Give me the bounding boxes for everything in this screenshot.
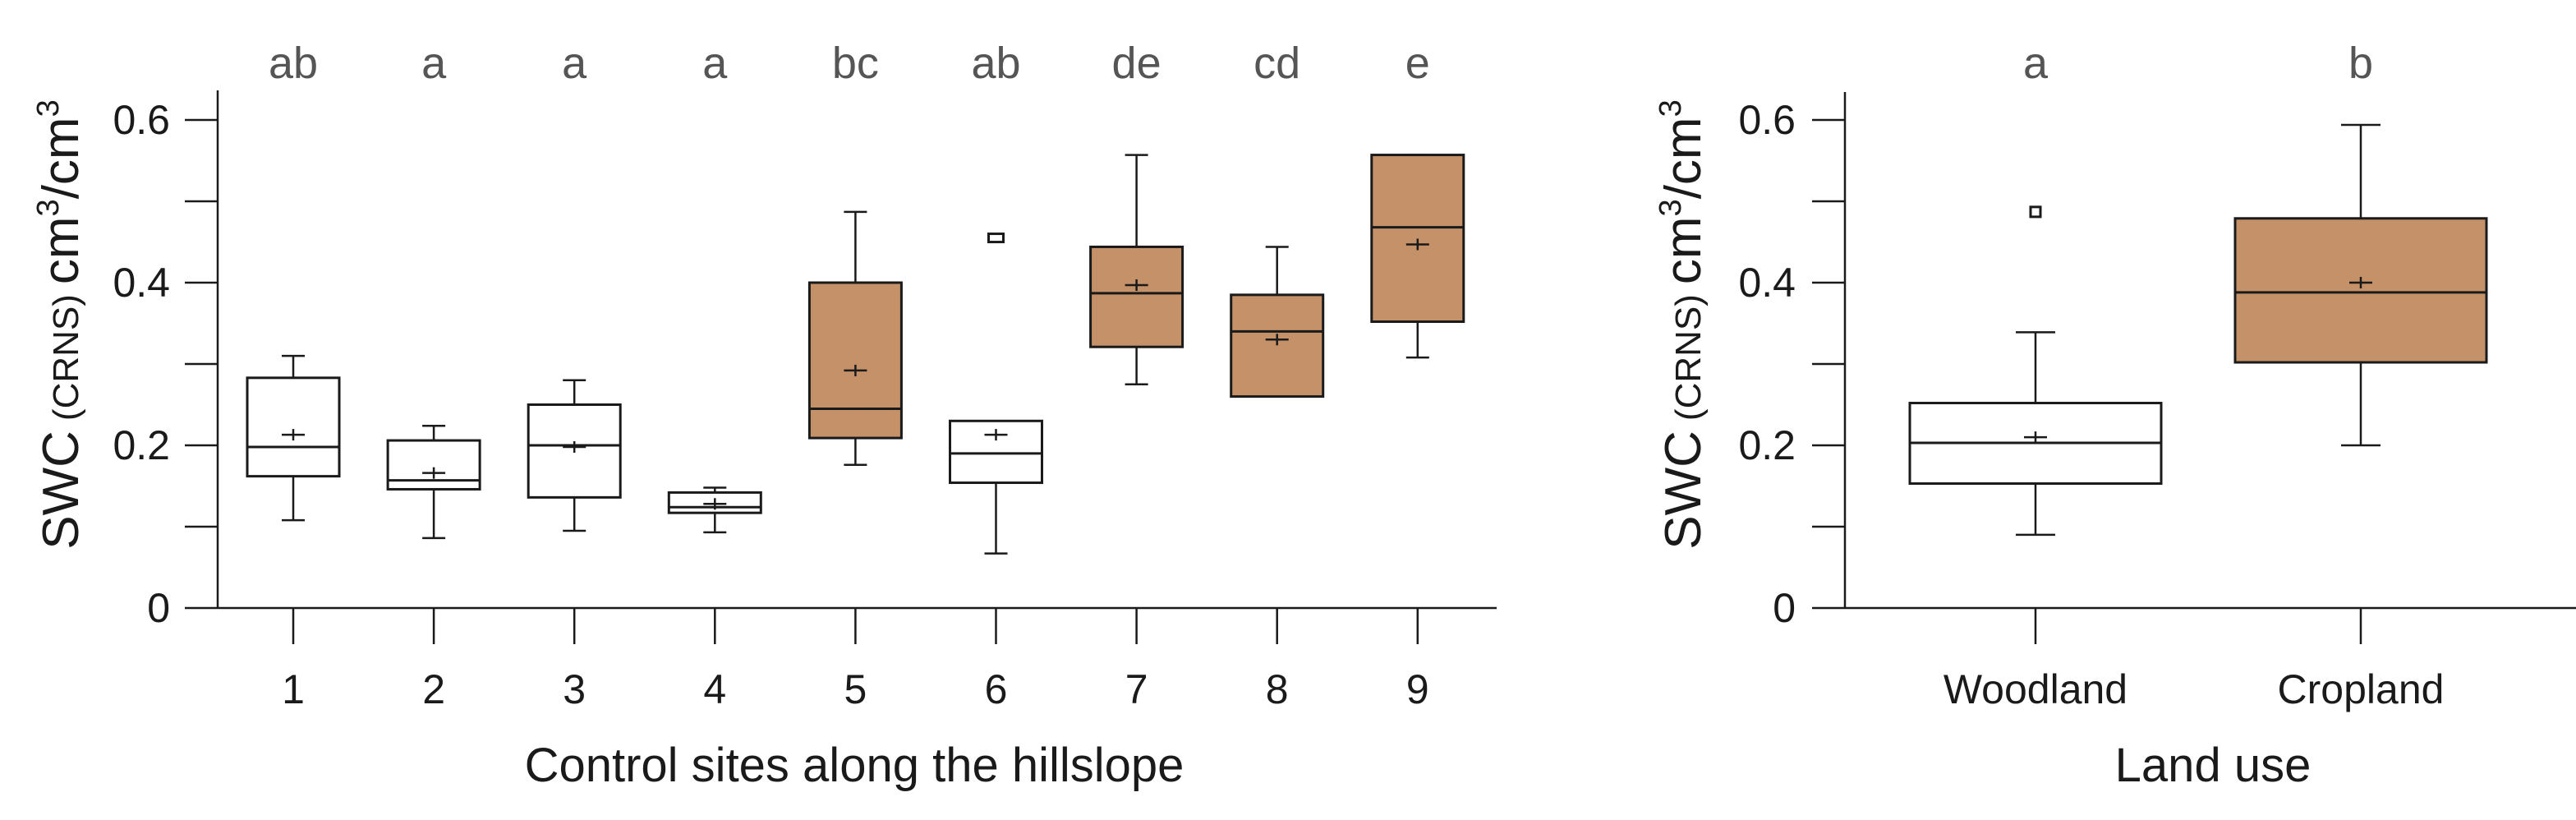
y-title-sup: 3 xyxy=(1654,199,1688,216)
y-tick-label: 0.4 xyxy=(113,260,170,306)
y-title-sup: 3 xyxy=(31,199,66,216)
outlier-point xyxy=(2029,205,2042,219)
x-tick-label: 6 xyxy=(985,666,1008,712)
y-title-main: SWC xyxy=(1655,431,1712,550)
significance-letter: ab xyxy=(269,39,318,88)
y-tick-label: 0.4 xyxy=(1738,260,1796,306)
x-tick-label: 5 xyxy=(844,666,867,712)
significance-letter: a xyxy=(2023,39,2049,88)
x-tick-label: 7 xyxy=(1125,666,1148,712)
box xyxy=(246,376,341,478)
x-axis-title: Land use xyxy=(2115,739,2312,792)
y-title-sup2: 3 xyxy=(1654,99,1688,117)
outlier-point xyxy=(987,233,1005,244)
x-axis-title: Control sites along the hillslope xyxy=(525,739,1184,792)
y-tick-label: 0.6 xyxy=(113,97,170,143)
x-tick-label: 2 xyxy=(422,666,445,712)
x-tick-label: 4 xyxy=(703,666,726,712)
y-title-unit: cm xyxy=(1655,216,1712,284)
y-title-sup2: 3 xyxy=(31,99,66,117)
significance-letter: cd xyxy=(1254,39,1300,88)
significance-letter: a xyxy=(421,39,447,88)
significance-letter: de xyxy=(1112,39,1162,88)
y-axis-title: SWC(CRNS)cm3/cm3 xyxy=(31,99,90,549)
x-tick-label: Woodland xyxy=(1944,666,2128,712)
box xyxy=(807,281,903,440)
x-tick-label: Cropland xyxy=(2278,666,2445,712)
box xyxy=(1370,154,1465,324)
x-tick-label: 8 xyxy=(1266,666,1289,712)
y-tick-label: 0 xyxy=(1773,585,1796,631)
y-axis-title: SWC(CRNS)cm3/cm3 xyxy=(1654,99,1712,549)
x-tick-label: 1 xyxy=(282,666,305,712)
y-tick-label: 0 xyxy=(147,585,170,631)
box xyxy=(2233,217,2488,364)
box xyxy=(1230,293,1325,398)
box xyxy=(386,439,481,491)
y-title-sub: (CRNS) xyxy=(1668,294,1709,421)
y-tick-label: 0.2 xyxy=(1738,422,1796,468)
box xyxy=(1089,245,1184,348)
y-tick-label: 0.6 xyxy=(1738,97,1796,143)
significance-letter: b xyxy=(2348,39,2373,88)
y-title-main: SWC xyxy=(33,431,90,550)
y-title-unit: cm xyxy=(33,216,90,284)
significance-letter: a xyxy=(562,39,587,88)
x-tick-label: 3 xyxy=(563,666,586,712)
y-tick-label: 0.2 xyxy=(113,422,170,468)
y-title-sub: (CRNS) xyxy=(46,294,86,421)
significance-letter: bc xyxy=(832,39,879,88)
significance-letter: e xyxy=(1405,39,1430,88)
significance-letter: ab xyxy=(971,39,1020,88)
significance-letter: a xyxy=(702,39,728,88)
y-title-unit2: /cm xyxy=(1655,117,1712,199)
y-title-unit2: /cm xyxy=(33,117,90,199)
x-tick-label: 9 xyxy=(1406,666,1429,712)
